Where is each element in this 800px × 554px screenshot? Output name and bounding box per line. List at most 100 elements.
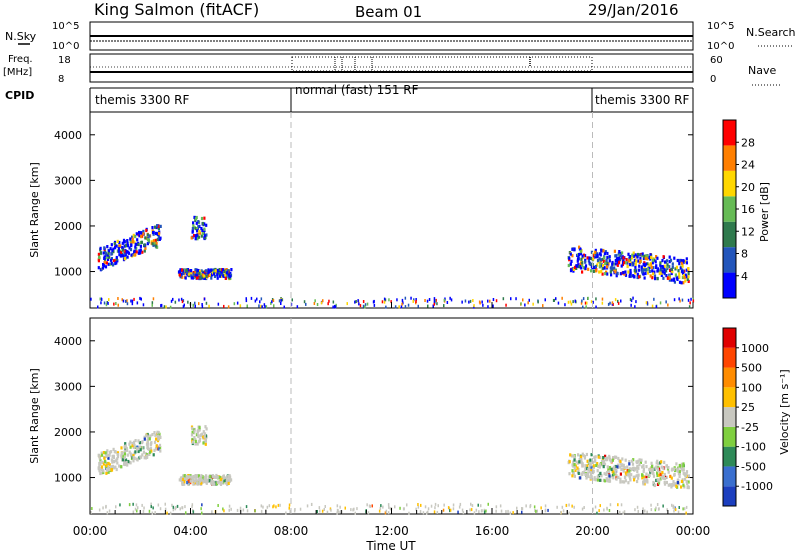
velocity-echo-cell [212,474,215,479]
power-echo-cell [139,248,142,252]
velocity-echo-cell [132,510,135,514]
power-echo-cell [152,232,155,236]
power-echo-cell [678,258,681,263]
power-echo-cell [121,298,123,302]
velocity-echo-cell [157,430,160,435]
velocity-echo-cell [382,505,384,509]
power-echo-cell [433,297,436,301]
velocity-echo-cell [140,455,143,459]
velocity-echo-cell [116,455,120,459]
cpid-segment-2: normal (fast) 151 RF [295,83,419,97]
velocity-echo-cell [198,479,202,483]
velocity-echo-cell [185,511,187,515]
power-echo-cell [146,233,149,237]
power-echo-cell [582,266,585,270]
velocity-echo-cell [644,460,647,464]
power-echo-cell [660,271,663,275]
power-echo-cell [635,300,637,304]
power-echo-cell [271,300,273,304]
power-echo-cell [473,305,475,309]
power-echo-cell [123,251,126,255]
power-echo-cell [630,303,632,307]
power-echo-cell [128,246,131,250]
power-echo-cell [187,272,190,276]
power-echo-cell [635,259,638,263]
power-echo-cell [131,240,134,244]
velocity-echo-cell [427,507,430,511]
velocity-echo-cell [228,474,231,478]
power-echo-cell [226,269,229,273]
velocity-echo-cell [544,504,547,508]
power-echo-cell [632,261,635,265]
velocity-echo-cell [196,429,200,433]
velocity-echo-cell [318,506,321,510]
velocity-echo-cell [660,460,663,464]
velocity-echo-cell [399,506,401,510]
power-echo-cell [174,300,177,304]
power-echo-cell [684,259,687,264]
power-echo-cell [627,270,630,274]
velocity-echo-cell [197,474,200,478]
velocity-echo-cell [154,447,158,451]
power-echo-cell [570,259,573,263]
power-echo-cell [198,229,201,234]
power-echo-cell [127,244,130,248]
velocity-echo-cell [132,502,134,506]
velocity-echo-cell [590,465,593,469]
power-echo-cell [346,302,348,306]
velocity-echo-cell [120,446,123,450]
power-echo-cell [134,242,137,246]
velocity-echo-cell [636,470,639,474]
velocity-echo-cell [384,511,387,515]
velocity-echo-cell [674,506,676,510]
velocity-echo-cell [204,425,207,429]
velocity-echo-cell [132,456,135,460]
velocity-echo-cell [603,479,606,483]
power-echo-cell [685,261,688,265]
power-echo-cell [613,269,616,273]
velocity-echo-cell [588,461,591,465]
velocity-echo-cell [650,461,653,465]
power-echo-cell [613,266,616,270]
power-echo-cell [595,297,597,301]
power-echo-cell [656,269,659,273]
velocity-echo-cell [203,435,206,439]
velocity-echo-cell [449,508,452,512]
velocity-echo-cell [586,464,589,468]
velocity-echo-cell [583,506,585,509]
power-echo-cell [628,263,632,267]
power-echo-cell [205,274,208,278]
velocity-echo-cell [110,465,113,469]
velocity-echo-cell [584,468,587,472]
velocity-echo-cell [190,433,194,437]
velocity-echo-cell [547,508,549,512]
power-echo-cell [198,231,202,235]
freq-tick-top: 18 [58,55,71,66]
velocity-echo-cell [577,453,580,457]
velocity-echo-cell [669,474,672,478]
power-echo-cell [623,272,626,276]
power-echo-cell [635,255,638,259]
power-echo-cell [138,230,141,235]
velocity-echo-cell [321,509,324,513]
power-echo-cell [628,274,631,278]
time-axis: 00:00 04:00 08:00 12:00 16:00 20:00 00:00 [73,302,711,538]
power-echo-cell [187,300,189,304]
time-tick-label: 00:00 [676,524,711,538]
cpid-separators [290,112,593,514]
power-echo-cell [182,299,185,303]
velocity-echo-cell [608,509,611,512]
velocity-echo-cell [631,467,634,471]
power-echo-cell [632,296,634,300]
velocity-echo-cell [623,466,626,470]
power-echo-cell [581,270,584,274]
power-echo-cell [646,262,649,266]
velocity-echo-cell [619,459,622,463]
power-echo-cell [633,269,636,273]
power-echo-cell [230,268,233,272]
velocity-colorbar-tick-label: -1000 [741,480,773,493]
velocity-echo-cell [217,504,219,507]
velocity-echo-cell [275,505,277,509]
velocity-echo-cell [191,426,194,430]
velocity-echo-cell [606,506,608,510]
